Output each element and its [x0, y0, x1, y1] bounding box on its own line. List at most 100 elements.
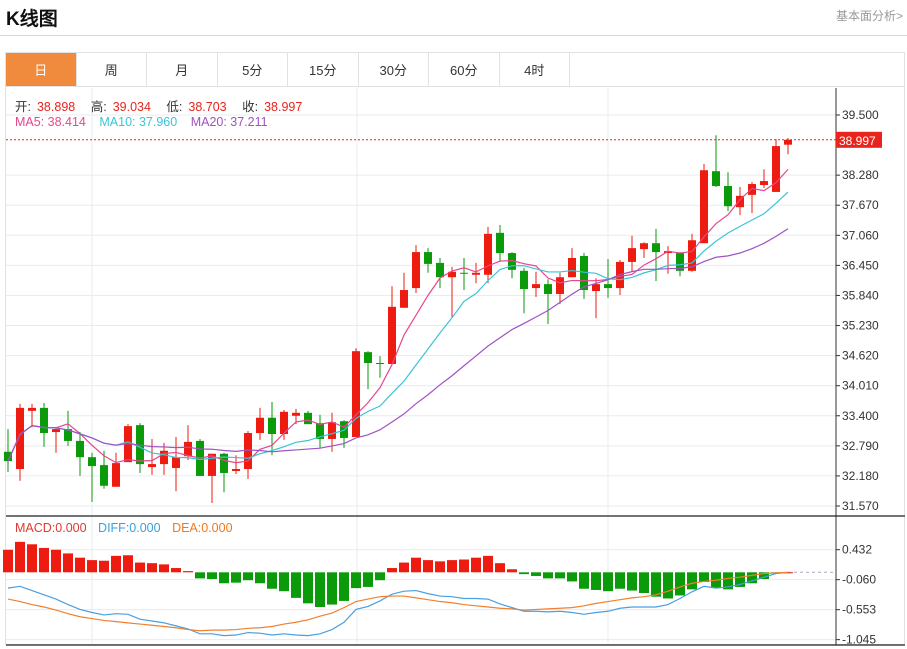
candle-down — [424, 252, 432, 264]
macd-bar-negative — [351, 572, 361, 589]
macd-bar-positive — [99, 560, 109, 573]
candle-down — [520, 270, 528, 290]
candle-up — [784, 139, 792, 145]
macd-bar-negative — [219, 572, 229, 584]
macd-bar-positive — [495, 563, 505, 573]
macd-bar-negative — [207, 572, 217, 579]
candle-up — [28, 407, 36, 411]
macd-bar-negative — [603, 572, 613, 592]
candle-down — [364, 352, 372, 364]
candle-up — [568, 257, 576, 278]
macd-bar-negative — [579, 572, 589, 589]
macd-bar-negative — [651, 572, 661, 597]
tab-4hour[interactable]: 4时 — [500, 53, 570, 86]
macd-bar-negative — [555, 572, 565, 579]
candle-down — [40, 407, 48, 434]
candle-up — [148, 464, 156, 468]
ma10-value: MA10: 37.960 — [99, 115, 178, 129]
tab-60min[interactable]: 60分 — [429, 53, 500, 86]
macd-bar-negative — [615, 572, 625, 589]
candle-down — [460, 272, 468, 274]
macd-bar-positive — [15, 541, 25, 573]
open-value: 38.898 — [36, 100, 76, 114]
macd-bar-positive — [387, 568, 397, 573]
tab-15min[interactable]: 15分 — [288, 53, 359, 86]
macd-bar-positive — [435, 561, 445, 573]
macd-bar-positive — [111, 555, 121, 573]
macd-info: MACD:0.000 DIFF:0.000 DEA:0.000 — [15, 521, 239, 535]
macd-bar-positive — [183, 571, 193, 573]
open-label: 开: — [15, 100, 31, 114]
macd-bar-negative — [255, 572, 265, 584]
low-label: 低: — [166, 100, 183, 114]
y-tick-label: 35.230 — [842, 319, 879, 333]
candle-up — [244, 433, 252, 470]
macd-bar-negative — [591, 572, 601, 590]
macd-bar-positive — [159, 564, 169, 573]
macd-bar-positive — [507, 569, 517, 573]
candle-up — [184, 441, 192, 457]
macd-bar-positive — [411, 557, 421, 573]
macd-bar-negative — [627, 572, 637, 591]
candle-up — [772, 146, 780, 192]
candle-down — [724, 186, 732, 207]
candle-down — [4, 451, 12, 462]
candle-up — [388, 306, 396, 364]
candle-up — [112, 463, 120, 487]
ohlc-info: 开: 38.898 高: 39.034 低: 38.703 收: 38.997 — [15, 96, 314, 115]
candle-up — [292, 412, 300, 416]
low-value: 38.703 — [188, 100, 227, 114]
macd-bar-positive — [75, 557, 85, 573]
page-title: K线图 — [6, 9, 58, 30]
candle-up — [640, 243, 648, 250]
tab-month[interactable]: 月 — [147, 53, 218, 86]
macd-bar-positive — [27, 544, 37, 573]
candle-down — [76, 440, 84, 458]
candle-up — [412, 252, 420, 289]
macd-bar-positive — [63, 553, 73, 573]
candle-up — [124, 426, 132, 463]
tab-5min[interactable]: 5分 — [218, 53, 288, 86]
candle-up — [592, 284, 600, 292]
close-label: 收: — [242, 100, 259, 114]
tab-week[interactable]: 周 — [77, 53, 147, 86]
diff-line — [7, 571, 789, 637]
tab-30min[interactable]: 30分 — [359, 53, 429, 86]
macd-bar-negative — [291, 572, 301, 598]
high-value: 39.034 — [112, 100, 151, 114]
high-label: 高: — [90, 100, 107, 114]
ma20-line — [7, 228, 789, 462]
y-tick-label: 37.060 — [842, 228, 879, 242]
candle-down — [580, 256, 588, 291]
candle-up — [172, 457, 180, 469]
fundamental-analysis-link[interactable]: 基本面分析> — [835, 9, 903, 23]
ma5-line — [7, 168, 789, 464]
macd-bar-positive — [3, 549, 13, 573]
candle-up — [688, 240, 696, 271]
tab-day[interactable]: 日 — [6, 53, 77, 86]
candle-up — [400, 290, 408, 308]
macd-bar-negative — [243, 572, 253, 581]
candle-down — [676, 253, 684, 271]
macd-value: MACD:0.000 — [15, 521, 87, 535]
candle-down — [712, 171, 720, 187]
macd-bar-negative — [723, 572, 733, 590]
period-tabs: 日 周 月 5分 15分 30分 60分 4时 — [5, 52, 905, 87]
macd-bar-negative — [279, 572, 289, 592]
macd-bar-negative — [675, 572, 685, 596]
diff-value: DIFF:0.000 — [98, 521, 161, 535]
macd-bar-positive — [447, 560, 457, 573]
candle-down — [436, 262, 444, 278]
candle-up — [700, 170, 708, 244]
dea-line — [7, 571, 789, 632]
macd-bar-negative — [531, 572, 541, 576]
candle-up — [328, 422, 336, 439]
macd-bar-positive — [39, 547, 49, 573]
ma20-value: MA20: 37.211 — [190, 115, 268, 129]
macd-bar-negative — [687, 572, 697, 590]
candle-up — [448, 271, 456, 278]
candle-down — [376, 363, 384, 365]
macd-bar-negative — [267, 572, 277, 589]
candle-up — [484, 233, 492, 275]
